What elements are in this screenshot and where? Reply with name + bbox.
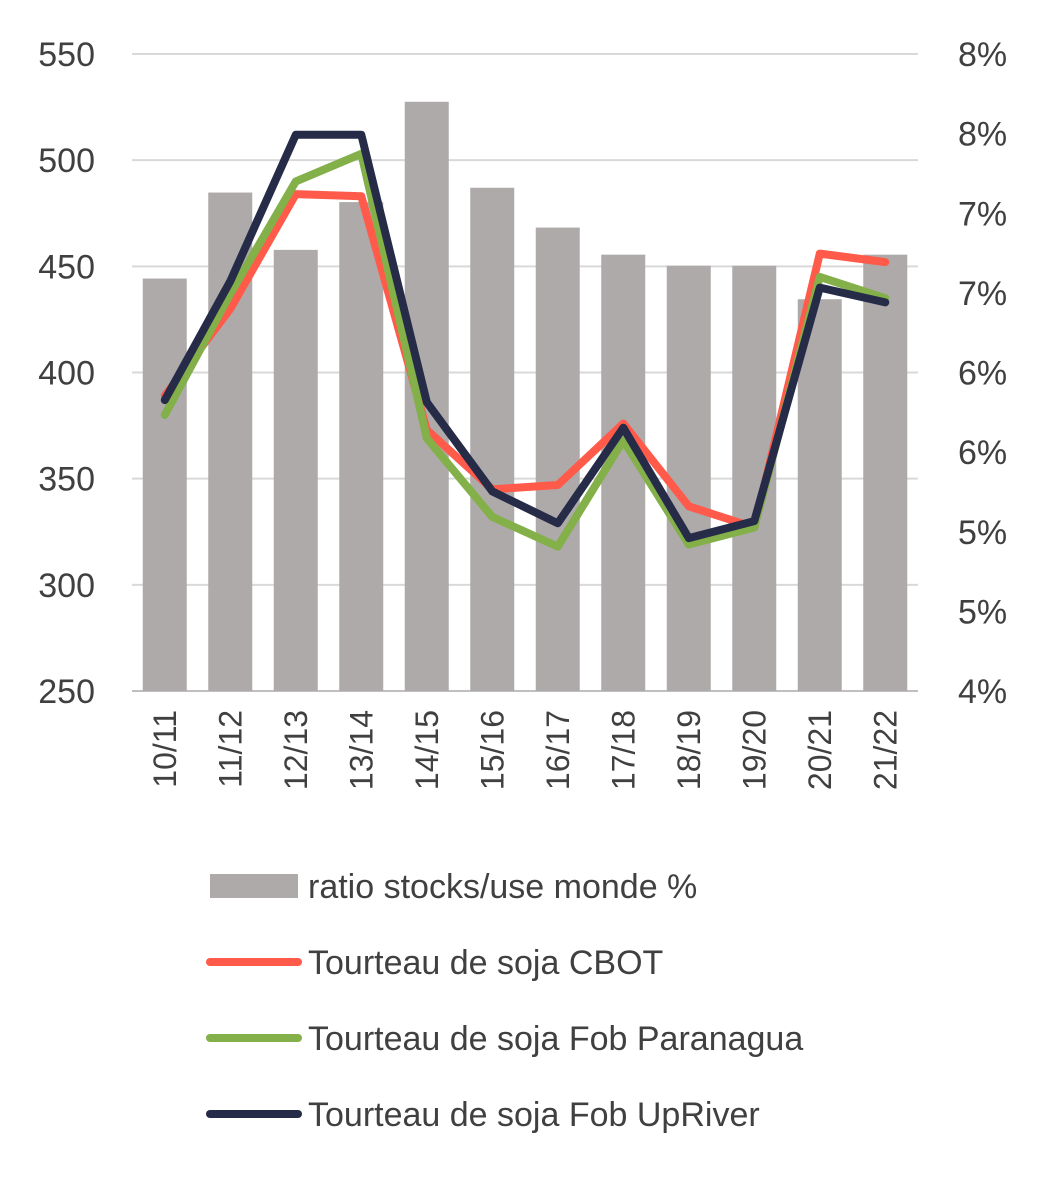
legend-bar-swatch (210, 874, 298, 898)
series-line-1 (165, 194, 886, 527)
right-tick-label: 7% (958, 195, 1007, 233)
bar (339, 202, 383, 691)
right-tick-label: 7% (958, 275, 1007, 313)
x-tick-label: 11/12 (212, 710, 248, 788)
right-tick-label: 5% (958, 593, 1007, 631)
right-tick-label: 8% (958, 36, 1007, 74)
legend-label-bars: ratio stocks/use monde % (308, 868, 697, 906)
right-tick-label: 5% (958, 514, 1007, 552)
x-tick-label: 20/21 (802, 710, 838, 790)
x-tick-label: 17/18 (605, 710, 641, 790)
right-axis: 8% 8% 7% 7% 6% 6% 5% 5% 4% (958, 36, 1007, 711)
left-tick-label: 300 (38, 567, 95, 605)
x-tick-label: 12/13 (278, 710, 314, 790)
legend: ratio stocks/use monde % Tourteau de soja… (210, 868, 803, 1134)
legend-label-series-1: Tourteau de soja CBOT (308, 944, 663, 982)
right-tick-label: 6% (958, 434, 1007, 472)
bar (667, 266, 711, 691)
bar (798, 299, 842, 691)
left-axis: 550 500 450 400 350 300 250 (38, 36, 95, 711)
right-tick-label: 4% (958, 673, 1007, 711)
x-tick-label: 16/17 (540, 710, 576, 790)
left-tick-label: 450 (38, 248, 95, 286)
x-tick-label: 18/19 (671, 710, 707, 790)
bar (274, 250, 318, 691)
series-line-3 (165, 135, 886, 538)
x-tick-label: 13/14 (343, 710, 379, 790)
right-tick-label: 6% (958, 355, 1007, 393)
series-lines (165, 135, 886, 547)
bar (536, 228, 580, 691)
legend-label-series-2: Tourteau de soja Fob Paranagua (308, 1020, 803, 1058)
x-tick-label: 14/15 (409, 710, 445, 790)
right-tick-label: 8% (958, 116, 1007, 154)
x-axis: 10/11 11/12 12/13 13/14 14/15 15/16 16/17 17/18… (147, 710, 904, 790)
x-tick-label: 15/16 (474, 710, 510, 790)
bar (863, 255, 907, 691)
x-tick-label: 21/22 (867, 710, 903, 790)
legend-label-series-3: Tourteau de soja Fob UpRiver (308, 1096, 760, 1134)
bar (470, 188, 514, 691)
left-tick-label: 500 (38, 142, 95, 180)
x-tick-label: 10/11 (147, 710, 183, 788)
left-tick-label: 400 (38, 355, 95, 393)
x-tick-label: 19/20 (736, 710, 772, 790)
left-tick-label: 550 (38, 36, 95, 74)
bar (143, 279, 187, 691)
left-tick-label: 250 (38, 673, 95, 711)
left-tick-label: 350 (38, 461, 95, 499)
